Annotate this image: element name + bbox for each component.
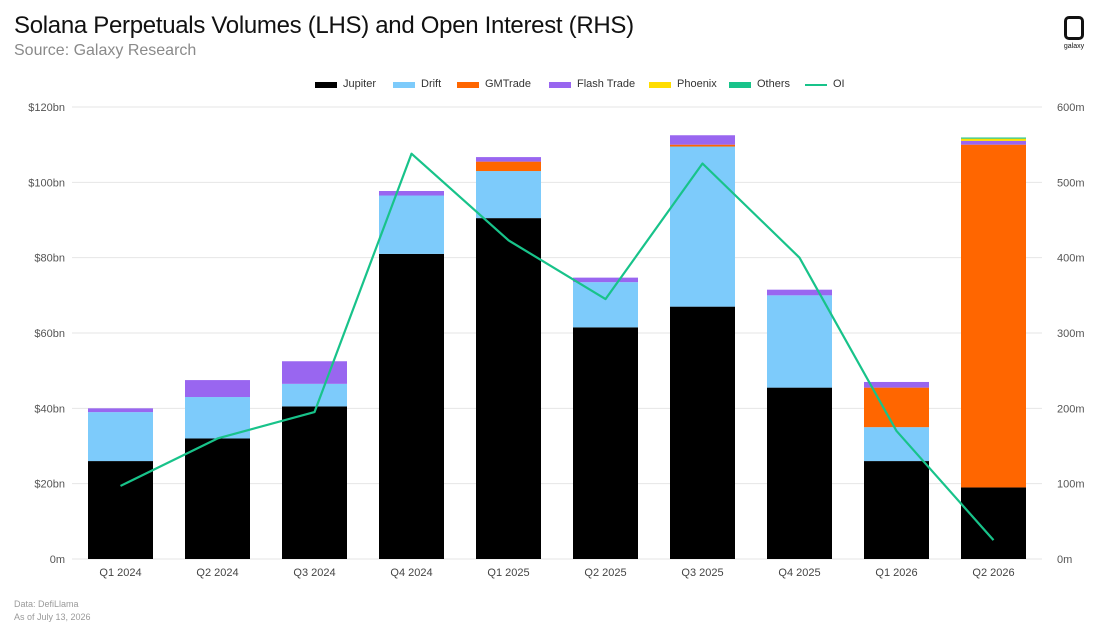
legend-swatch [805, 84, 827, 86]
line-oi [120, 152, 995, 541]
legend-swatch [315, 82, 337, 88]
legend-swatch [549, 82, 571, 88]
bar-drift [670, 146, 735, 307]
chart-subtitle: Source: Galaxy Research [14, 42, 197, 59]
bar-gmtrade [961, 144, 1026, 488]
bar-flash-trade [185, 380, 250, 398]
y-right-tick-label: 200m [1057, 403, 1085, 415]
x-tick-label: Q4 2024 [390, 567, 432, 579]
legend-label: Jupiter [343, 78, 377, 90]
footnote-data-source: Data: DefiLlama [14, 599, 79, 609]
bar-gmtrade [864, 387, 929, 428]
galaxy-logo-icon [1064, 16, 1084, 40]
y-right-tick-label: 600m [1057, 102, 1085, 114]
bar-jupiter [476, 218, 541, 559]
bar-jupiter [767, 387, 832, 559]
bar-phoenix [961, 138, 1026, 141]
bar-drift [476, 171, 541, 219]
y-right-tick-label: 300m [1057, 328, 1085, 340]
footnote-as-of: As of July 13, 2026 [14, 612, 91, 622]
bar-jupiter [185, 438, 250, 559]
y-left-tick-label: $120bn [28, 102, 65, 114]
galaxy-logo-text: galaxy [1063, 43, 1085, 50]
y-right-tick-label: 100m [1057, 479, 1085, 491]
legend-label: Drift [421, 78, 442, 90]
bar-jupiter [670, 306, 735, 559]
y-right-tick-label: 500m [1057, 177, 1085, 189]
y-right-tick-label: 400m [1057, 253, 1085, 265]
x-tick-label: Q2 2024 [196, 567, 238, 579]
y-right-tick-label: 0m [1057, 554, 1072, 566]
bar-drift [379, 195, 444, 254]
legend-swatch [457, 82, 479, 88]
x-tick-label: Q2 2025 [584, 567, 626, 579]
x-tick-label: Q1 2025 [487, 567, 529, 579]
y-left-tick-label: $60bn [34, 328, 65, 340]
x-tick-label: Q3 2025 [681, 567, 723, 579]
legend-label: Phoenix [677, 78, 717, 90]
bar-drift [282, 383, 347, 407]
bar-jupiter [379, 253, 444, 559]
bar-jupiter [282, 406, 347, 559]
bar-flash-trade [670, 135, 735, 145]
x-tick-label: Q1 2026 [875, 567, 917, 579]
bar-flash-trade [864, 381, 929, 388]
legend-label: OI [833, 78, 845, 90]
bar-flash-trade [88, 408, 153, 413]
bar-jupiter [864, 461, 929, 559]
y-left-tick-label: $80bn [34, 253, 65, 265]
x-tick-label: Q4 2025 [778, 567, 820, 579]
chart-title: Solana Perpetuals Volumes (LHS) and Open… [14, 12, 634, 39]
x-tick-label: Q1 2024 [99, 567, 141, 579]
bar-gmtrade [476, 161, 541, 172]
legend-label: Flash Trade [577, 78, 636, 90]
y-left-tick-label: $20bn [34, 479, 65, 491]
bar-jupiter [961, 487, 1026, 559]
legend-label: GMTrade [485, 78, 532, 90]
y-left-tick-label: 0m [50, 554, 65, 566]
bar-flash-trade [379, 190, 444, 196]
legend-label: Others [757, 78, 791, 90]
bar-flash-trade [961, 140, 1026, 145]
bar-drift [88, 412, 153, 462]
bar-drift [767, 295, 832, 388]
y-left-tick-label: $40bn [34, 403, 65, 415]
bar-flash-trade [476, 157, 541, 162]
bar-flash-trade [767, 289, 832, 296]
galaxy-logo: galaxy [1062, 14, 1084, 58]
bar-others [961, 137, 1026, 139]
bar-jupiter [573, 327, 638, 559]
chart-legend: Jupiter Drift GMTrade Flash Trade Phoenix Oth… [0, 78, 1120, 94]
x-tick-label: Q3 2024 [293, 567, 335, 579]
legend-swatch [729, 82, 751, 88]
legend-swatch [393, 82, 415, 88]
bar-flash-trade [573, 277, 638, 283]
legend-swatch [649, 82, 671, 88]
bar-flash-trade [282, 361, 347, 384]
x-tick-label: Q2 2026 [972, 567, 1014, 579]
y-left-tick-label: $100bn [28, 177, 65, 189]
bar-drift [573, 282, 638, 328]
bar-gmtrade [670, 144, 735, 147]
bar-jupiter [88, 461, 153, 559]
